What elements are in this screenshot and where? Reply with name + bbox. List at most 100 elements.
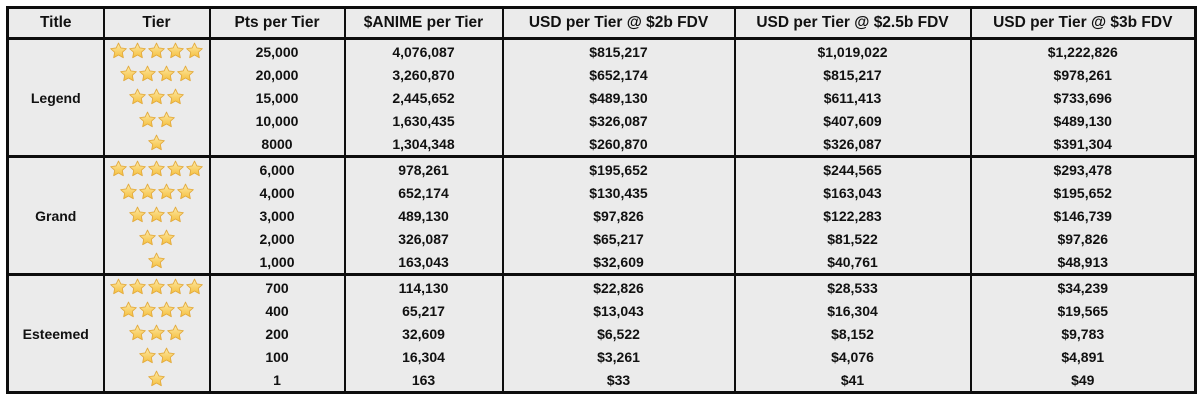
star-icon [167,42,184,58]
star-icon [148,278,165,294]
anime-cell: 32,609 [343,322,504,345]
usd-3b-fdv-cell: $489,130 [969,109,1197,132]
tier-star-rating [148,134,165,151]
tier-stars-cell [102,132,211,157]
usd-2b-fdv-cell: $130,435 [501,181,736,204]
star-icon [110,278,127,294]
tier-star-rating [119,301,194,318]
anime-cell: 163 [343,368,504,393]
tier-rewards-table: Title Tier Pts per Tier $ANIME per Tier USD … [6,6,1197,394]
usd-2b-fdv-cell: $65,217 [501,227,736,250]
title-cell: Esteemed [6,273,105,393]
star-icon [110,42,127,58]
star-icon [167,278,184,294]
usd-3b-fdv-cell: $978,261 [969,63,1197,86]
star-icon [167,160,184,176]
tier-stars-cell [102,368,211,393]
column-header: USD per Tier @ $2.5b FDV [733,7,972,40]
table-row: 10,000 1,630,435 $326,087 $407,609 $489,130 [8,109,1197,132]
usd-3b-fdv-cell: $733,696 [969,86,1197,109]
tier-star-rating [110,42,203,59]
tier-stars-cell [102,181,211,204]
star-icon [148,370,165,386]
tier-stars-cell [102,227,211,250]
star-icon [129,324,146,340]
star-icon [138,347,156,363]
table-row: 400 65,217 $13,043 $16,304 $19,565 [8,299,1197,322]
table-row: 1 163 $33 $41 $49 [8,368,1197,393]
usd-2-5b-fdv-cell: $1,019,022 [733,38,972,63]
usd-2-5b-fdv-cell: $407,609 [733,109,972,132]
tier-star-rating [110,160,203,177]
star-icon [129,206,146,222]
star-icon [167,206,184,222]
star-icon [129,160,146,176]
tier-stars-cell [102,250,211,275]
table-row: 1,000 163,043 $32,609 $40,761 $48,913 [8,250,1197,275]
pts-cell: 200 [208,322,346,345]
anime-cell: 326,087 [343,227,504,250]
usd-2-5b-fdv-cell: $81,522 [733,227,972,250]
table-row: 200 32,609 $6,522 $8,152 $9,783 [8,322,1197,345]
star-icon [157,65,175,81]
column-header: USD per Tier @ $3b FDV [969,7,1197,40]
table-row: Esteemed 700 114,130 $22,826 $28,533 $34,239 [6,273,1197,393]
pts-cell: 2,000 [208,227,346,250]
star-icon [110,160,127,176]
table-row: 2,000 326,087 $65,217 $81,522 $97,826 [8,227,1197,250]
tier-stars-cell [102,86,211,109]
table-row: Legend 25,000 4,076,087 $815,217 $1,019,022 $… [6,38,1197,157]
pts-cell: 6,000 [208,155,346,181]
star-icon [157,347,175,363]
star-icon [138,229,156,245]
usd-3b-fdv-cell: $34,239 [969,273,1197,299]
star-icon [157,111,175,127]
usd-3b-fdv-cell: $1,222,826 [969,38,1197,63]
usd-2b-fdv-cell: $32,609 [501,250,736,275]
tier-stars-cell [102,109,211,132]
star-icon [176,301,194,317]
usd-2b-fdv-cell: $22,826 [501,273,736,299]
tier-stars-cell [102,322,211,345]
pts-cell: 4,000 [208,181,346,204]
star-icon [138,183,156,199]
star-icon [186,160,203,176]
star-icon [129,42,146,58]
usd-3b-fdv-cell: $391,304 [969,132,1197,157]
star-icon [138,65,156,81]
column-header: USD per Tier @ $2b FDV [501,7,736,40]
usd-3b-fdv-cell: $48,913 [969,250,1197,275]
usd-2-5b-fdv-cell: $815,217 [733,63,972,86]
usd-2-5b-fdv-cell: $4,076 [733,345,972,368]
star-icon [148,160,165,176]
table-body: Legend 25,000 4,076,087 $815,217 $1,019,022 $… [6,38,1197,393]
usd-3b-fdv-cell: $293,478 [969,155,1197,181]
pts-cell: 100 [208,345,346,368]
usd-2b-fdv-cell: $195,652 [501,155,736,181]
title-cell: Grand [6,155,105,275]
usd-2b-fdv-cell: $815,217 [501,38,736,63]
usd-3b-fdv-cell: $195,652 [969,181,1197,204]
star-icon [148,206,165,222]
pts-cell: 1,000 [208,250,346,275]
tier-star-rating [119,65,194,82]
title-cell: Legend [6,38,105,157]
star-icon [157,183,175,199]
usd-2-5b-fdv-cell: $326,087 [733,132,972,157]
star-icon [129,88,146,104]
star-icon [119,183,137,199]
usd-2-5b-fdv-cell: $611,413 [733,86,972,109]
usd-2b-fdv-cell: $326,087 [501,109,736,132]
usd-2-5b-fdv-cell: $40,761 [733,250,972,275]
usd-2-5b-fdv-cell: $163,043 [733,181,972,204]
table-header: Title Tier Pts per Tier $ANIME per Tier USD … [6,7,1197,40]
star-icon [148,252,165,268]
usd-3b-fdv-cell: $97,826 [969,227,1197,250]
pts-cell: 700 [208,273,346,299]
usd-2b-fdv-cell: $3,261 [501,345,736,368]
anime-cell: 16,304 [343,345,504,368]
anime-cell: 652,174 [343,181,504,204]
tier-stars-cell [102,299,211,322]
tier-star-rating [148,370,165,387]
star-icon [167,324,184,340]
